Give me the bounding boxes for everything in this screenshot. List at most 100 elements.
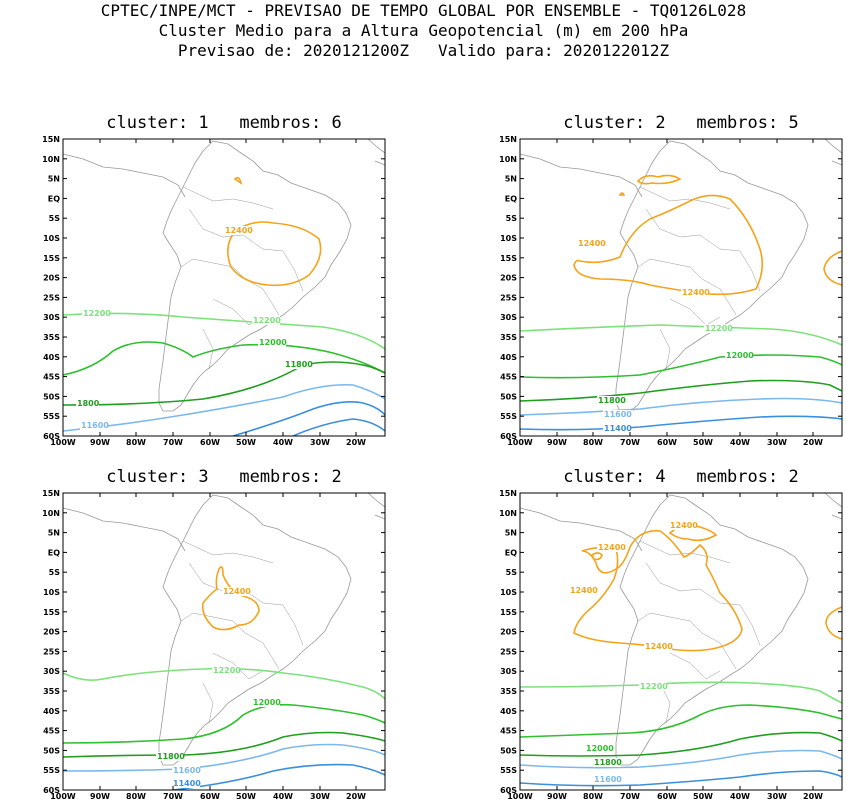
lon-tick-label: 60W xyxy=(657,792,677,801)
country-border xyxy=(180,612,264,644)
lat-tick-label: 55S xyxy=(43,766,60,775)
contour-line xyxy=(520,379,842,402)
contour-line xyxy=(636,174,682,185)
lat-tick-label: 10N xyxy=(499,509,517,518)
lon-tick-label: 20W xyxy=(346,792,366,801)
lon-tick-label: 90W xyxy=(547,438,567,447)
lon-tick-label: 30W xyxy=(767,792,787,801)
contour-label: 12400 xyxy=(598,543,626,552)
contour-line xyxy=(63,341,385,376)
contour-label-bg xyxy=(222,587,250,596)
lon-tick-label: 20W xyxy=(803,438,823,447)
country-border xyxy=(282,604,304,646)
contour-label-bg xyxy=(639,682,667,691)
country-border xyxy=(645,562,741,606)
contour-label: 11800 xyxy=(594,758,622,767)
map-frame xyxy=(62,492,386,791)
contour-label: 12000 xyxy=(586,744,614,753)
header-line-3: Previsao de: 2020121200Z Valido para: 20… xyxy=(177,41,670,60)
lon-tick-label: 40W xyxy=(730,438,750,447)
panel-title-2: cluster: 2 membros: 5 xyxy=(563,113,799,133)
contour-line xyxy=(292,418,385,436)
contour-label: 12400 xyxy=(570,586,598,595)
country-border xyxy=(282,250,304,292)
lat-tick-label: 30S xyxy=(500,667,517,676)
header-line-2: Cluster Medio para a Altura Geopotencial… xyxy=(158,21,689,40)
lat-tick-label: 25S xyxy=(500,647,517,656)
lat-tick-label: EQ xyxy=(48,194,60,203)
south-america-coastline xyxy=(615,494,809,766)
contour-label-bg xyxy=(80,421,108,430)
panel-content: 12400 12200 12000 11800 11600 11400 15N 10N 5N EQ… xyxy=(42,489,386,801)
africa-coastline xyxy=(831,160,842,166)
lat-tick-label: 45S xyxy=(500,373,517,382)
lat-tick-label: 20S xyxy=(500,628,517,637)
contour-label-bg xyxy=(704,324,732,333)
contour-label-bg xyxy=(597,396,625,405)
country-border xyxy=(202,328,214,370)
lat-tick-label: 60S xyxy=(500,432,517,441)
lon-tick-label: 40W xyxy=(273,792,293,801)
panel-title-4: cluster: 4 membros: 2 xyxy=(563,467,799,487)
contour-label-bg xyxy=(593,758,621,767)
contour-label-bg xyxy=(603,424,631,433)
lat-tick-label: 55S xyxy=(43,412,60,421)
contour-label-bg xyxy=(284,360,312,369)
lat-tick-label: 60S xyxy=(500,786,517,795)
lon-tick-label: 70W xyxy=(620,792,640,801)
lon-tick-label: 20W xyxy=(803,792,823,801)
lat-tick-label: 50S xyxy=(43,746,60,755)
contour-label: 11400 xyxy=(173,779,201,788)
lat-tick-label: 45S xyxy=(43,727,60,736)
central-america-coastline xyxy=(63,507,186,552)
lat-tick-label: 5S xyxy=(506,568,518,577)
country-border xyxy=(202,682,214,724)
contour-label: 12000 xyxy=(259,338,287,347)
lat-tick-label: 10N xyxy=(499,155,517,164)
africa-coastline xyxy=(367,139,385,154)
contour-label-bg xyxy=(585,744,613,753)
contour-label: 12400 xyxy=(223,587,251,596)
lat-tick-label: 55S xyxy=(500,412,517,421)
contour-line xyxy=(233,176,243,185)
lat-tick-label: 20S xyxy=(500,274,517,283)
lat-tick-label: 45S xyxy=(43,373,60,382)
africa-coastline xyxy=(824,493,842,508)
contour-label: 12000 xyxy=(253,698,281,707)
contour-label: 12200 xyxy=(705,324,733,333)
contour-label: 11600 xyxy=(594,775,622,784)
map-frame xyxy=(519,138,843,437)
lat-tick-label: 40S xyxy=(500,707,517,716)
contour-label: 11600 xyxy=(173,766,201,775)
lon-tick-label: 30W xyxy=(310,792,330,801)
lat-tick-label: 45S xyxy=(500,727,517,736)
lon-tick-label: 60W xyxy=(200,438,220,447)
lon-tick-label: 80W xyxy=(126,792,146,801)
country-border xyxy=(669,652,721,680)
contour-line xyxy=(63,731,385,758)
lat-tick-label: 30S xyxy=(43,313,60,322)
central-america-coastline xyxy=(520,507,643,552)
contour-line xyxy=(823,250,842,286)
lat-tick-label: 10S xyxy=(43,234,60,243)
contour-line xyxy=(520,415,842,431)
contour-label-bg xyxy=(725,351,753,360)
lat-tick-label: 25S xyxy=(43,293,60,302)
lat-tick-label: 10N xyxy=(42,509,60,518)
lat-tick-label: 15N xyxy=(42,135,60,144)
country-border xyxy=(182,540,274,564)
lat-tick-label: 5S xyxy=(49,568,61,577)
contour-label: 11600 xyxy=(81,421,109,430)
contour-label-bg xyxy=(252,698,280,707)
south-america-coastline xyxy=(158,140,352,412)
lat-tick-label: 20S xyxy=(43,274,60,283)
country-border xyxy=(262,642,280,670)
lon-tick-label: 70W xyxy=(163,438,183,447)
lon-tick-label: 50W xyxy=(693,438,713,447)
contour-label: 12400 xyxy=(578,239,606,248)
lon-tick-label: 20W xyxy=(346,438,366,447)
lon-tick-label: 40W xyxy=(730,792,750,801)
